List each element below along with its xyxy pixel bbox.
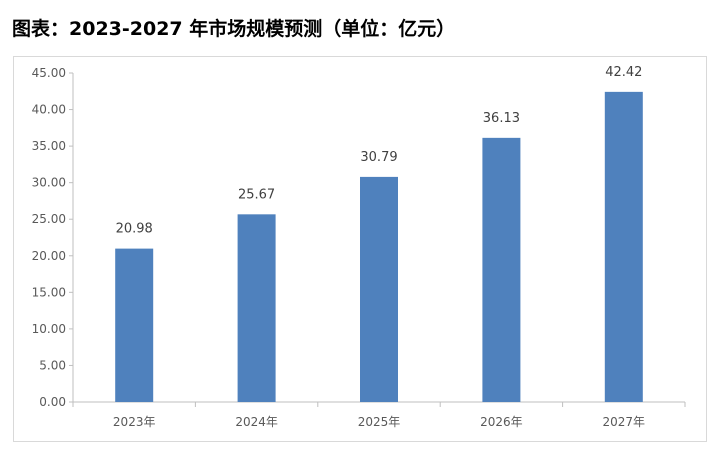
- bar: [482, 137, 521, 402]
- data-label: 42.42: [605, 65, 642, 80]
- y-tick-label: 30.00: [32, 176, 66, 190]
- chart-frame: [13, 56, 707, 442]
- y-tick-label: 5.00: [39, 358, 66, 372]
- data-label: 30.79: [360, 150, 397, 165]
- y-tick-label: 25.00: [32, 212, 66, 226]
- data-label: 36.13: [483, 111, 520, 126]
- bar: [360, 176, 398, 402]
- data-label: 20.98: [116, 222, 153, 237]
- data-label: 25.67: [238, 187, 275, 202]
- x-axis: 2023年 2024年 2025年 2026年 2027年: [72, 401, 686, 429]
- bars: [115, 91, 643, 402]
- x-tick-label: 2025年: [358, 415, 401, 429]
- x-tick-label: 2023年: [113, 415, 156, 429]
- y-tick-label: 40.00: [32, 103, 66, 117]
- y-tick-label: 15.00: [32, 285, 66, 299]
- bar: [237, 214, 276, 402]
- x-tick-label: 2026年: [480, 415, 523, 429]
- y-axis: 0.00 5.00 10.00 15.00 20.00 25.00 30.00 35.00 40…: [32, 66, 74, 409]
- y-tick-label: 10.00: [32, 322, 66, 336]
- x-tick-label: 2027年: [603, 415, 646, 429]
- data-labels: 20.98 25.67 30.79 36.13 42.42: [116, 65, 643, 237]
- y-tick-label: 35.00: [32, 139, 66, 153]
- x-tick-label: 2024年: [235, 415, 278, 429]
- bar: [115, 248, 154, 402]
- y-tick-label: 0.00: [39, 395, 66, 409]
- bar: [604, 91, 643, 402]
- y-tick-label: 20.00: [32, 249, 66, 263]
- y-tick-label: 45.00: [32, 66, 66, 80]
- chart-title: 图表：2023-2027 年市场规模预测（单位：亿元）: [12, 18, 456, 40]
